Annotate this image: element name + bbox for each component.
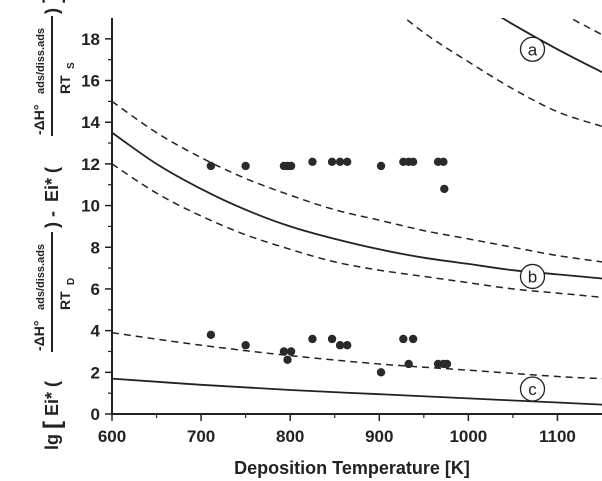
ylabel-bracket-open: [	[39, 421, 66, 429]
x-tick-label: 700	[187, 427, 215, 446]
ylabel-ei-1: Ei*	[42, 392, 62, 416]
curve-c	[112, 377, 602, 406]
curve-label-c: c	[528, 380, 537, 399]
ylabel-paren-1: (	[42, 381, 62, 387]
ylabel-prefix: lg	[42, 434, 62, 450]
data-point	[442, 359, 452, 369]
ylabel-ei-2: Ei*	[42, 178, 62, 202]
ylabel-paren-close-1: )	[42, 217, 62, 228]
x-tick-label: 1100	[539, 427, 576, 446]
curve-label-circle	[519, 36, 546, 62]
data-point	[206, 330, 216, 339]
y-axis-title: lg [ Ei* ( -ΔH° ads/diss.ads RT D ) - Ei…	[31, 0, 77, 450]
svg-text:lg [ Ei* (: lg [ Ei* (	[39, 381, 66, 450]
curve-band-2	[403, 18, 602, 128]
y-tick-label: 6	[91, 280, 100, 299]
data-point	[335, 157, 345, 167]
ylabel-d: D	[66, 278, 77, 285]
data-points	[206, 157, 452, 377]
curve-label-circle	[519, 376, 546, 402]
data-point	[308, 157, 317, 167]
ylabel-bracket-close: ]	[39, 0, 66, 3]
y-tick-label: 16	[81, 72, 100, 91]
curve-label-b: b	[528, 267, 537, 286]
data-point	[327, 157, 337, 167]
x-axis-title: Deposition Temperature [K]	[234, 458, 470, 478]
curve-band-4	[112, 100, 602, 263]
y-tick-label: 2	[91, 363, 100, 382]
data-point	[376, 368, 386, 377]
ylabel-rt-1: RT	[57, 291, 73, 310]
ylabel-dh-2: -ΔH°	[31, 105, 47, 135]
ylabel-dh-1: -ΔH°	[31, 321, 47, 351]
ticks: 600 700 800 900 1000 1100 0 2 4 6 8 10 12 14 16 18	[81, 30, 576, 446]
ylabel-paren-close-2: )	[42, 8, 62, 14]
data-point	[241, 341, 250, 350]
curves	[112, 18, 602, 406]
ylabel-dash: -	[42, 211, 62, 217]
curve-band-5	[112, 163, 602, 299]
data-point	[327, 334, 337, 344]
data-point	[376, 161, 386, 171]
data-point	[335, 341, 345, 350]
x-tick-label: 600	[98, 427, 126, 446]
svg-text:) ]: ) ]	[39, 0, 66, 14]
data-point	[241, 161, 250, 171]
x-tick-label: 800	[276, 427, 304, 446]
y-tick-label: 14	[81, 113, 100, 132]
data-point	[343, 341, 352, 350]
y-tick-label: 0	[91, 405, 100, 424]
data-point	[404, 359, 413, 369]
curve-band-1	[568, 18, 602, 36]
data-point	[286, 161, 296, 171]
y-tick-label: 8	[91, 238, 100, 257]
data-point	[279, 347, 289, 356]
ylabel-sub-2: ads/diss.ads	[35, 28, 47, 94]
data-point	[283, 355, 292, 365]
ylabel-rt-2: RT	[57, 75, 73, 94]
svg-text:) - Ei* (: ) - Ei* (	[42, 167, 62, 228]
data-point	[308, 334, 317, 344]
data-point	[399, 334, 408, 344]
data-point	[343, 157, 352, 167]
curve-label-a: a	[528, 40, 538, 59]
data-point	[408, 157, 418, 167]
x-tick-label: 1000	[449, 427, 487, 446]
y-tick-label: 12	[81, 155, 100, 174]
data-point	[286, 347, 296, 356]
curve-b	[112, 131, 602, 280]
ylabel-paren-2: (	[42, 167, 62, 173]
y-tick-label: 10	[81, 197, 100, 216]
curve-label-circle	[519, 263, 546, 290]
curve-labels: a b c	[519, 36, 546, 402]
data-point	[440, 184, 449, 194]
data-point	[439, 157, 448, 167]
y-tick-label: 4	[91, 322, 101, 341]
data-point	[408, 334, 418, 344]
curve-band-6	[112, 331, 602, 380]
axes	[111, 18, 602, 415]
y-tick-label: 18	[81, 30, 100, 49]
ylabel-sub-1: ads/diss.ads	[35, 244, 47, 310]
ylabel-s: S	[66, 62, 77, 69]
data-point	[206, 161, 216, 171]
x-tick-label: 900	[365, 427, 393, 446]
